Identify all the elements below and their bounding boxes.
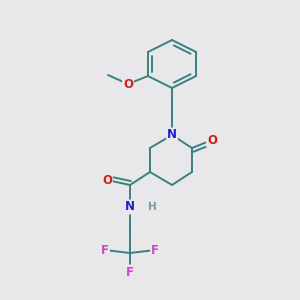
Text: F: F xyxy=(151,244,159,256)
Text: H: H xyxy=(148,202,156,212)
Text: F: F xyxy=(101,244,109,256)
Text: F: F xyxy=(126,266,134,278)
Text: O: O xyxy=(102,173,112,187)
Text: N: N xyxy=(125,200,135,214)
Text: O: O xyxy=(207,134,217,146)
Text: N: N xyxy=(167,128,177,142)
Text: O: O xyxy=(123,77,133,91)
